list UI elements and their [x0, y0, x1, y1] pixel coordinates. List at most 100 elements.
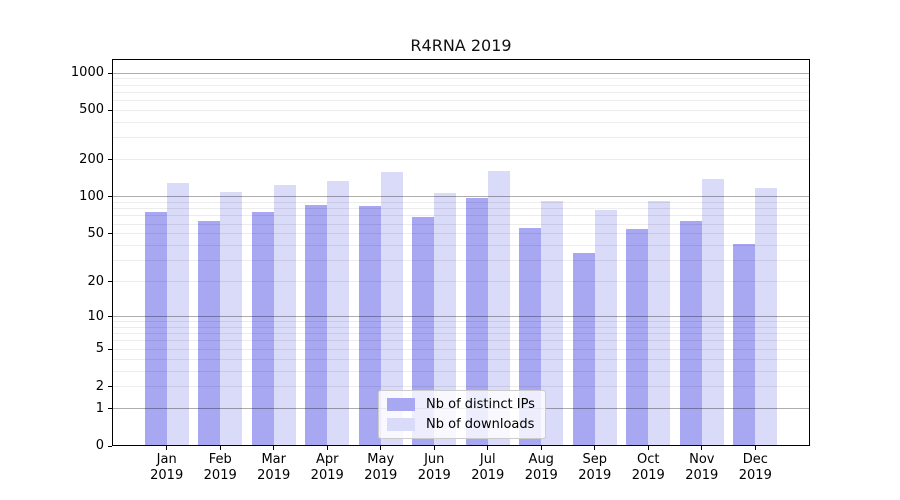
minor-gridline — [112, 348, 810, 350]
minor-gridline — [112, 370, 810, 372]
y-tick-label: 1000 — [70, 65, 104, 81]
bar-downloads-jan — [166, 182, 189, 446]
x-tick-mark — [701, 446, 703, 450]
bar-downloads-oct — [648, 200, 671, 446]
x-tick-mark — [433, 446, 435, 450]
legend-label-distinct-ips: Nb of distinct IPs — [426, 397, 535, 412]
y-tick-mark — [108, 408, 112, 410]
bar-distinct-ips-mar — [251, 211, 274, 446]
legend-item-downloads: Nb of downloads — [387, 417, 535, 432]
x-tick-label-month: Aug — [528, 452, 554, 467]
y-tick-mark — [108, 445, 112, 447]
y-tick-mark — [108, 233, 112, 235]
y-tick-mark — [108, 348, 112, 350]
bar-distinct-ips-jul — [465, 198, 488, 446]
x-tick-label-month: Oct — [637, 452, 660, 467]
bar-distinct-ips-nov — [679, 221, 702, 446]
minor-gridline — [112, 201, 810, 203]
x-tick-label-month: Apr — [315, 452, 339, 467]
bar-downloads-dec — [755, 188, 778, 446]
x-tick-label-year: 2019 — [150, 468, 184, 483]
minor-gridline — [112, 100, 810, 102]
y-tick-label: 1 — [95, 400, 104, 416]
x-tick-label-month: Jan — [156, 452, 177, 467]
x-tick-mark — [166, 446, 168, 450]
bar-downloads-aug — [541, 200, 564, 446]
bar-downloads-may — [380, 172, 403, 446]
minor-gridline — [112, 78, 810, 80]
x-tick-label-month: Mar — [261, 452, 286, 467]
legend: Nb of distinct IPs Nb of downloads — [378, 390, 546, 439]
y-tick-mark — [108, 316, 112, 318]
x-tick-label: May 2019 — [351, 452, 411, 484]
minor-gridline — [112, 223, 810, 225]
y-tick-label: 100 — [79, 188, 104, 204]
x-tick-label-year: 2019 — [738, 468, 772, 483]
legend-label-downloads: Nb of downloads — [426, 417, 535, 432]
bar-distinct-ips-oct — [626, 228, 649, 446]
x-tick-label-month: Feb — [208, 452, 232, 467]
bar-distinct-ips-jan — [144, 211, 167, 446]
y-tick-label: 50 — [87, 225, 104, 241]
x-tick-mark — [326, 446, 328, 450]
minor-gridline — [112, 137, 810, 139]
x-tick-mark — [380, 446, 382, 450]
x-tick-mark — [219, 446, 221, 450]
y-tick-mark — [108, 196, 112, 198]
x-tick-label-month: Jun — [424, 452, 445, 467]
minor-gridline — [112, 340, 810, 342]
y-tick-label: 0 — [95, 438, 104, 453]
bar-downloads-sep — [594, 210, 617, 446]
y-tick-label: 20 — [87, 273, 104, 289]
y-tick-mark — [108, 109, 112, 111]
bar-distinct-ips-sep — [572, 252, 595, 446]
bar-downloads-apr — [327, 180, 350, 446]
x-tick-label: Oct 2019 — [618, 452, 678, 484]
minor-gridline — [112, 121, 810, 123]
x-tick-mark — [487, 446, 489, 450]
minor-gridline — [112, 245, 810, 247]
y-tick-mark — [108, 386, 112, 388]
x-tick-label: Sep 2019 — [565, 452, 625, 484]
x-tick-label-year: 2019 — [524, 468, 558, 483]
minor-gridline — [112, 281, 810, 283]
major-gridline — [112, 196, 810, 198]
x-tick-label: Jul 2019 — [458, 452, 518, 484]
bar-downloads-feb — [220, 192, 243, 446]
bar-distinct-ips-dec — [733, 244, 756, 446]
bar-downloads-nov — [701, 178, 724, 446]
x-tick-label-year: 2019 — [417, 468, 451, 483]
x-tick-label-month: Jul — [479, 452, 496, 467]
x-tick-label-year: 2019 — [685, 468, 719, 483]
minor-gridline — [112, 84, 810, 86]
y-tick-mark — [108, 281, 112, 283]
x-tick-label: Feb 2019 — [190, 452, 250, 484]
chart-title: R4RNA 2019 — [410, 36, 512, 55]
x-tick-mark — [594, 446, 596, 450]
minor-gridline — [112, 215, 810, 217]
x-tick-label-month: May — [367, 452, 395, 467]
bar-distinct-ips-may — [358, 205, 381, 446]
x-tick-label-year: 2019 — [203, 468, 237, 483]
bar-distinct-ips-apr — [305, 204, 328, 446]
x-tick-label: Jun 2019 — [404, 452, 464, 484]
y-tick-label: 5 — [95, 341, 104, 357]
x-tick-label: Mar 2019 — [244, 452, 304, 484]
minor-gridline — [112, 208, 810, 210]
y-tick-mark — [108, 159, 112, 161]
y-tick-mark — [108, 72, 112, 74]
major-gridline — [112, 72, 810, 74]
minor-gridline — [112, 333, 810, 335]
x-tick-label-year: 2019 — [310, 468, 344, 483]
y-tick-label: 10 — [87, 308, 104, 324]
minor-gridline — [112, 260, 810, 262]
minor-gridline — [112, 233, 810, 235]
x-tick-mark — [273, 446, 275, 450]
x-tick-mark — [754, 446, 756, 450]
x-tick-label: Dec 2019 — [725, 452, 785, 484]
legend-item-distinct-ips: Nb of distinct IPs — [387, 397, 535, 412]
minor-gridline — [112, 326, 810, 328]
y-tick-label: 2 — [95, 378, 104, 394]
x-tick-label: Apr 2019 — [297, 452, 357, 484]
